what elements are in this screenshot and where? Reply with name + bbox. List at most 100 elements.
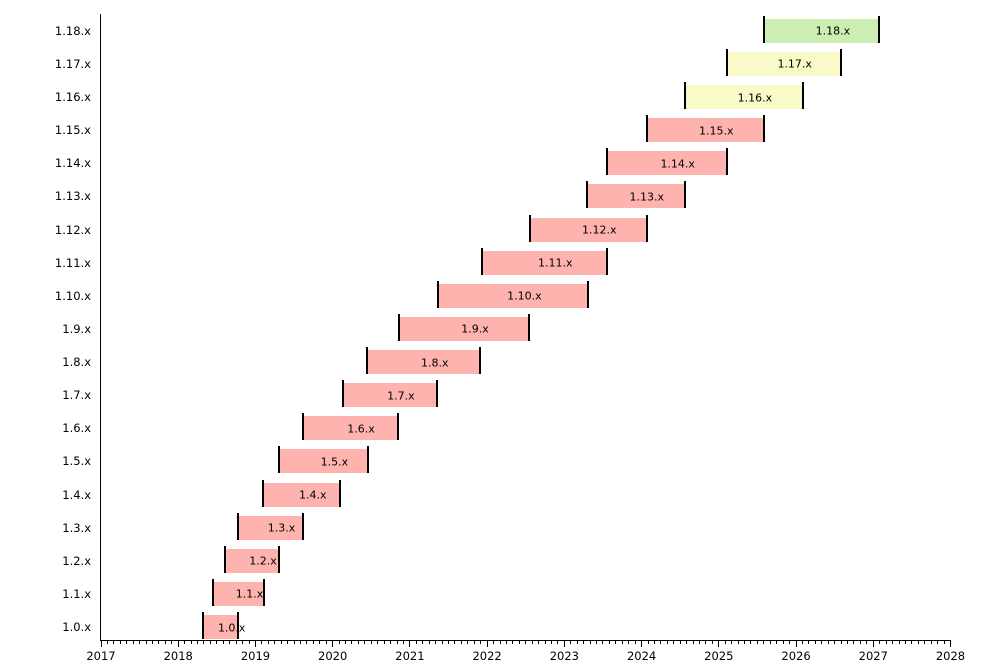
bar-version-label: 1.9.x [461, 322, 489, 336]
y-tick-label: 1.18.x [54, 23, 91, 38]
version-support-bar [684, 85, 803, 110]
x-major-tick [641, 641, 643, 647]
version-support-bar [202, 615, 239, 639]
x-minor-tick [866, 641, 868, 645]
x-tick-label: 2019 [240, 649, 271, 663]
x-minor-tick [377, 641, 379, 645]
version-support-bar [278, 449, 369, 474]
bar-version-label: 1.11.x [538, 256, 573, 270]
version-support-bar [225, 548, 279, 573]
x-minor-tick [312, 641, 314, 645]
bar-version-label: 1.8.x [421, 356, 449, 370]
x-tick-label: 2017 [86, 649, 116, 663]
version-support-bar [529, 217, 647, 242]
bar-version-label: 1.3.x [267, 521, 296, 535]
x-minor-tick [493, 641, 495, 645]
x-minor-tick [106, 641, 108, 645]
x-minor-tick [589, 641, 591, 645]
x-tick-label: 2027 [858, 649, 888, 663]
x-minor-tick [473, 641, 475, 645]
x-minor-tick [158, 641, 160, 645]
x-minor-tick [744, 641, 746, 645]
x-tick-label: 2020 [318, 649, 348, 663]
x-minor-tick [898, 641, 900, 645]
x-major-tick [486, 641, 488, 647]
version-support-bar [438, 283, 589, 308]
x-major-tick [332, 641, 334, 647]
y-tick-label: 1.15.x [54, 123, 91, 138]
x-minor-tick [351, 641, 353, 645]
x-minor-tick [261, 641, 263, 645]
x-minor-tick [280, 641, 282, 645]
x-tick-label: 2018 [163, 649, 193, 663]
x-minor-tick [435, 641, 437, 645]
x-minor-tick [357, 641, 359, 645]
x-tick-label: 2025 [704, 649, 734, 663]
release-date-marker [585, 181, 588, 209]
eol-date-marker [339, 479, 342, 507]
eol-date-marker [527, 313, 530, 341]
release-date-marker [437, 280, 440, 308]
release-date-marker [398, 313, 401, 341]
x-minor-tick [518, 641, 520, 645]
bar-version-label: 1.1.x [235, 587, 264, 601]
x-minor-tick [151, 641, 153, 645]
y-tick-label: 1.6.x [62, 421, 91, 436]
x-minor-tick [364, 641, 366, 645]
release-date-marker [528, 214, 531, 242]
x-minor-tick [544, 641, 546, 645]
version-support-bar [263, 482, 341, 507]
x-minor-tick [647, 641, 649, 645]
x-axis-line [99, 640, 951, 642]
y-tick-label: 1.4.x [62, 487, 91, 502]
x-minor-tick [692, 641, 694, 645]
x-minor-tick [184, 641, 186, 645]
eol-date-marker [587, 280, 590, 308]
version-support-bar [646, 118, 764, 143]
x-minor-tick [505, 641, 507, 645]
bar-version-label: 1.15.x [699, 124, 734, 138]
version-support-bar [367, 350, 481, 375]
x-minor-tick [557, 641, 559, 645]
bar-version-label: 1.5.x [320, 455, 349, 469]
y-tick-label: 1.7.x [62, 388, 91, 403]
x-minor-tick [480, 641, 482, 645]
x-tick-label: 2028 [935, 649, 966, 663]
x-minor-tick [821, 641, 823, 645]
x-minor-tick [827, 641, 829, 645]
bar-version-label: 1.10.x [507, 289, 542, 303]
y-tick-label: 1.13.x [54, 189, 91, 204]
x-minor-tick [924, 641, 926, 645]
y-tick-label: 1.16.x [54, 90, 91, 105]
x-minor-tick [132, 641, 134, 645]
y-tick-label: 1.9.x [62, 321, 91, 336]
x-tick-label: 2023 [549, 649, 579, 663]
x-minor-tick [699, 641, 700, 645]
release-date-marker [211, 578, 214, 606]
x-major-tick [409, 641, 411, 647]
x-minor-tick [126, 641, 128, 645]
release-date-marker [262, 479, 265, 507]
x-minor-tick [943, 641, 945, 645]
eol-date-marker [277, 545, 280, 573]
eol-date-marker [435, 380, 438, 408]
x-minor-tick [576, 641, 578, 645]
x-minor-tick [917, 641, 919, 645]
x-minor-tick [229, 641, 231, 645]
x-minor-tick [467, 641, 469, 645]
x-minor-tick [325, 641, 327, 645]
x-minor-tick [448, 641, 450, 645]
x-minor-tick [287, 641, 289, 645]
x-minor-tick [113, 641, 115, 645]
x-minor-tick [628, 641, 630, 645]
release-date-marker [237, 512, 240, 540]
x-major-tick [100, 641, 102, 647]
eol-date-marker [262, 578, 265, 606]
bar-version-label: 1.14.x [660, 157, 695, 171]
version-support-bar [238, 515, 303, 540]
eol-date-marker [725, 148, 728, 176]
y-tick-label: 1.17.x [54, 56, 91, 71]
x-minor-tick [300, 641, 301, 645]
x-minor-tick [499, 641, 501, 645]
x-minor-tick [415, 641, 417, 645]
